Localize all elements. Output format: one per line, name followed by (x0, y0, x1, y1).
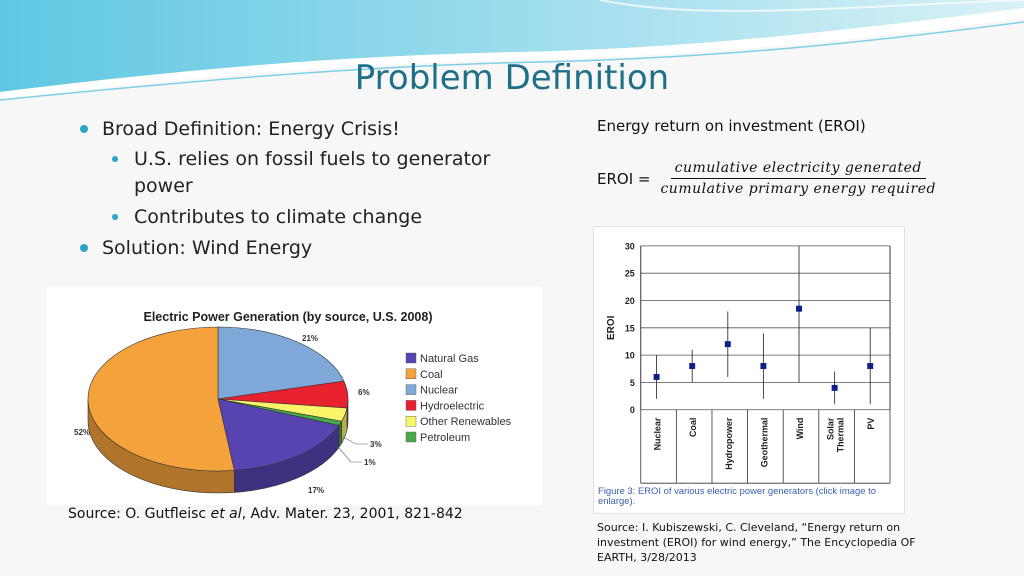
formula-denominator: cumulative primary energy required (660, 181, 936, 197)
legend-swatch (405, 400, 417, 411)
header-wave-decoration (0, 0, 1024, 101)
y-tick-label: 5 (630, 378, 635, 388)
bullet-dot-icon (112, 214, 118, 220)
data-point-pv (867, 363, 874, 370)
pie-chart-title: Electric Power Generation (by source, U.… (144, 310, 433, 324)
bullet-item: Solution: Wind Energy (78, 235, 538, 261)
eroi-formula: EROI = cumulative electricity generated … (597, 160, 940, 197)
data-point-geothermal (760, 363, 767, 370)
chart-caption-text[interactable]: Figure 3: EROI of various electric power… (598, 487, 876, 508)
legend-swatch (405, 352, 417, 364)
y-tick-label: 10 (625, 351, 635, 361)
category-label: Wind (795, 418, 805, 440)
slide-title: Problem Definition (354, 58, 670, 98)
bullet-dot-icon (80, 244, 88, 252)
legend-swatch (405, 368, 417, 380)
category-label: Coal (688, 418, 698, 437)
category-label: Solar (826, 417, 836, 440)
y-tick-label: 15 (625, 323, 635, 333)
category-label: Hydropower (724, 417, 734, 470)
pie-label-natural-gas: 17% (308, 486, 324, 495)
bullet-dot-icon (80, 125, 88, 133)
category-label: PV (866, 418, 876, 430)
pie-label-petroleum: 1% (364, 458, 376, 467)
data-point-hydropower (724, 341, 731, 348)
pie-source-citation: Source: O. Gutfleisc et al, Adv. Mater. … (68, 506, 463, 522)
pie-leader-line (342, 436, 368, 445)
legend-item-petroleum: Petroleum (420, 432, 470, 444)
data-point-nuclear (653, 373, 660, 380)
y-tick-label: 25 (625, 269, 635, 279)
pie-slice-natural-gas (217, 398, 340, 471)
bullet-item: Broad Definition: Energy Crisis! (78, 116, 538, 142)
pie-chart-power-generation: Electric Power Generation (by source, U.… (46, 287, 542, 505)
data-point-wind (796, 305, 802, 312)
eroi-chart[interactable]: 0 5 10 15 20 25 30 EROI Nuclear Coal Hydropower Geo… (593, 226, 905, 514)
category-label: Geothermal (759, 418, 769, 468)
y-tick-label: 20 (625, 296, 635, 306)
category-label: Nuclear (653, 417, 663, 450)
eroi-heading: Energy return on investment (EROI) (597, 117, 866, 135)
data-point-solar-thermal (831, 384, 838, 391)
y-axis-label: EROI (606, 315, 617, 340)
data-point-coal (689, 363, 696, 370)
legend-swatch (405, 431, 417, 443)
legend-item-hydroelectric: Hydroelectric (420, 400, 485, 412)
sub-bullet-item: U.S. relies on fossil fuels to generator… (110, 146, 538, 200)
pie-label-coal: 52% (74, 428, 90, 437)
y-tick-label: 0 (630, 405, 635, 415)
legend-swatch (405, 415, 417, 427)
category-label: Thermal (836, 418, 846, 453)
sub-bullet-item: Contributes to climate change (110, 204, 538, 231)
legend-swatch (405, 384, 417, 395)
pie-leader-line (337, 446, 362, 463)
bullet-dot-icon (112, 156, 118, 162)
y-tick-label: 30 (625, 241, 635, 251)
pie-slice-nuclear (217, 326, 345, 400)
bullet-list: Broad Definition: Energy Crisis! U.S. re… (78, 112, 538, 265)
legend-item-coal: Coal (420, 369, 443, 381)
pie-label-hydroelectric: 6% (358, 388, 370, 397)
pie-label-other-renewables: 3% (370, 440, 382, 449)
formula-fraction: cumulative electricity generated cumulat… (656, 160, 940, 197)
formula-lhs: EROI = (597, 169, 651, 188)
pie-label-nuclear: 21% (302, 334, 318, 343)
legend-item-other-renewables: Other Renewables (420, 416, 512, 428)
eroi-source-citation: Source: I. Kubiszewski, C. Cleveland, “E… (597, 521, 916, 564)
chart-caption: Figure 3: EROI of various electric power… (598, 487, 876, 508)
formula-numerator: cumulative electricity generated (670, 160, 926, 179)
legend-item-natural-gas: Natural Gas (420, 353, 479, 365)
legend-item-nuclear: Nuclear (420, 385, 458, 397)
pie-slice-coal (87, 326, 235, 472)
